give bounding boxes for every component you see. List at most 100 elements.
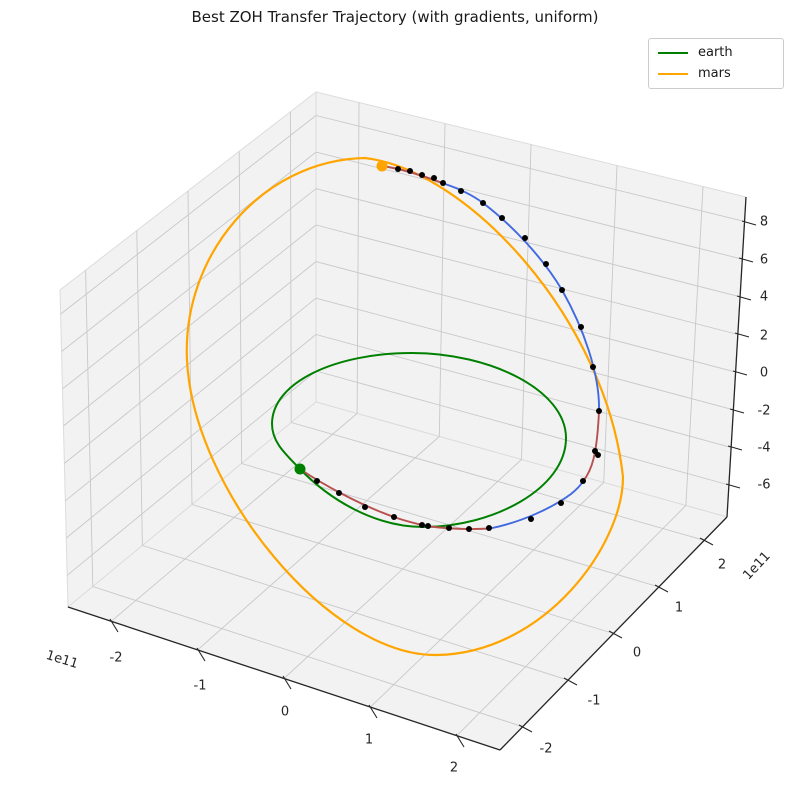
grid-line <box>289 111 292 423</box>
tick-mark <box>196 647 206 662</box>
x-tick-label: 0 <box>281 705 289 720</box>
transfer-trajectory-segment <box>489 480 584 530</box>
tick-mark <box>736 295 752 301</box>
trajectory-node-dot <box>580 478 586 484</box>
tick-mark <box>282 675 292 690</box>
trajectory-node-dot <box>419 522 425 528</box>
grid-line <box>438 123 446 437</box>
trajectory-node-dot <box>480 200 486 206</box>
tick-mark <box>729 408 745 414</box>
y-tick-label: -1 <box>588 694 601 709</box>
legend-item-earth: earth <box>658 46 773 60</box>
trajectory-node-dot <box>440 180 446 186</box>
mars-line-swatch <box>658 73 688 75</box>
trajectory-node-dot <box>559 287 565 293</box>
trajectory-node-dot <box>590 364 596 370</box>
grid-line <box>66 334 317 539</box>
trajectory-node-dot <box>543 261 549 267</box>
grid-line <box>238 151 243 464</box>
trajectory-node-dot <box>391 514 397 520</box>
tick-mark <box>518 724 533 733</box>
trajectory-node-dot <box>595 452 601 458</box>
z-tick-label: -2 <box>758 404 771 419</box>
trajectory-node-dot <box>314 478 320 484</box>
tick-mark <box>734 332 750 338</box>
grid-line <box>65 297 317 502</box>
tick-mark <box>738 257 754 263</box>
z-tick-label: -4 <box>758 441 771 456</box>
legend-box: earth mars <box>648 38 784 89</box>
z-tick-label: -6 <box>758 478 771 493</box>
trajectory-node-dot <box>528 516 534 522</box>
y-axis-offset-label: 1e11 <box>740 549 773 583</box>
trajectory-node-dot <box>458 188 464 194</box>
grid-line <box>92 586 523 728</box>
tick-mark <box>563 677 578 686</box>
z-tick-label: 4 <box>760 290 768 305</box>
grid-line <box>85 270 94 587</box>
trajectory-node-dot <box>486 525 492 531</box>
grid-line <box>187 190 193 505</box>
y-tick-label: -2 <box>540 742 553 757</box>
trajectory-node-dot <box>425 523 431 529</box>
tick-mark <box>455 733 465 748</box>
z-tick-label: 2 <box>760 329 768 344</box>
trajectory-node-dot <box>407 168 413 174</box>
y-tick-label: 1 <box>675 601 683 616</box>
legend-item-mars: mars <box>658 67 773 81</box>
trajectory-node-dot <box>431 175 437 181</box>
y-tick-label: 2 <box>718 558 726 573</box>
legend-label-mars: mars <box>698 66 731 81</box>
tick-mark <box>368 704 378 719</box>
trajectory-node-dot <box>499 215 505 221</box>
tick-mark <box>608 630 623 639</box>
x-tick-label: -2 <box>110 651 123 666</box>
grid-line <box>136 230 143 546</box>
x-tick-label: 2 <box>450 761 458 776</box>
earth-orbit-line <box>270 351 568 529</box>
grid-line <box>62 188 317 390</box>
z-tick-label: 0 <box>760 366 768 381</box>
plot-title: Best ZOH Transfer Trajectory (with gradi… <box>191 8 599 26</box>
transfer-trajectory-segment <box>444 183 600 412</box>
trajectory-node-dot <box>446 525 452 531</box>
z-tick-label: 8 <box>760 215 768 230</box>
grid-line <box>64 261 317 464</box>
trajectory-node-dot <box>419 172 425 178</box>
grid-line <box>603 165 618 483</box>
x-tick-label: -1 <box>194 679 207 694</box>
x-tick-label: 1 <box>365 733 373 748</box>
grid-line <box>291 422 705 541</box>
trajectory-node-dot <box>578 324 584 330</box>
tick-mark <box>732 370 748 376</box>
trajectory-node-dot <box>558 500 564 506</box>
transfer-trajectory-segment <box>429 525 491 530</box>
trajectory-node-dot <box>362 504 368 510</box>
grid-line <box>63 224 317 427</box>
grid-line <box>685 186 704 506</box>
trajectory-node-dot <box>336 490 342 496</box>
grid-line <box>60 115 317 315</box>
trajectory-node-dot <box>466 526 472 532</box>
earth-line-swatch <box>658 52 688 54</box>
mars-orbit-line <box>185 156 625 657</box>
arrival-marker <box>376 160 388 172</box>
y-tick-label: 0 <box>633 646 641 661</box>
tick-mark <box>727 445 743 451</box>
trajectory-node-dot <box>522 235 528 241</box>
z-axis-spine <box>726 196 747 518</box>
trajectory-node-dot <box>596 408 602 414</box>
grid-line <box>66 370 317 576</box>
transfer-trajectory-segment <box>582 410 600 483</box>
grid-line <box>521 144 532 460</box>
grid-line <box>142 545 569 681</box>
tick-mark <box>654 584 669 593</box>
trajectory-node-dot <box>395 166 401 172</box>
legend-label-earth: earth <box>698 45 733 60</box>
tick-mark <box>699 537 714 546</box>
tick-mark <box>741 220 757 226</box>
x-axis-offset-label: 1e11 <box>44 648 80 672</box>
tick-mark <box>725 483 741 489</box>
